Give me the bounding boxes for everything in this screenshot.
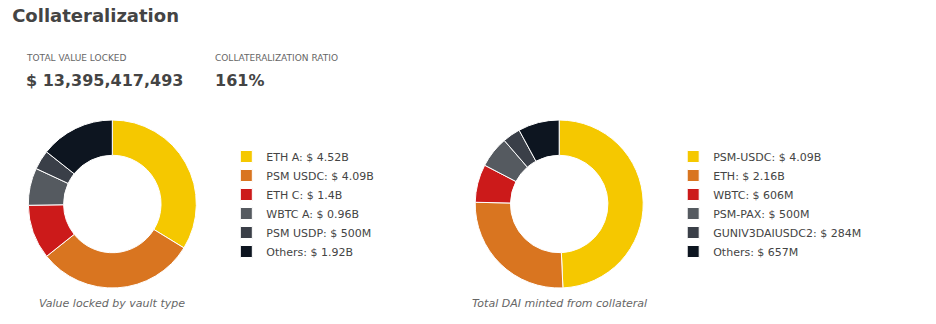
svg-text:WBTC A: $ 0.96B: WBTC A: $ 0.96B	[266, 208, 359, 221]
svg-text:Value locked by vault type: Value locked by vault type	[39, 297, 185, 310]
svg-text:Others: $ 657M: Others: $ 657M	[713, 246, 798, 259]
svg-text:PSM-PAX: $ 500M: PSM-PAX: $ 500M	[713, 208, 809, 221]
svg-text:ETH C: $ 1.4B: ETH C: $ 1.4B	[266, 189, 342, 202]
svg-text:ETH: $ 2.16B: ETH: $ 2.16B	[713, 170, 785, 183]
svg-text:$ 13,395,417,493: $ 13,395,417,493	[26, 71, 183, 90]
svg-text:PSM USDP: $ 500M: PSM USDP: $ 500M	[266, 227, 371, 240]
svg-text:PSM-USDC: $ 4.09B: PSM-USDC: $ 4.09B	[713, 151, 821, 164]
svg-text:Others: $ 1.92B: Others: $ 1.92B	[266, 246, 353, 259]
svg-text:Collateralization: Collateralization	[12, 5, 179, 26]
svg-text:Total DAI minted from collater: Total DAI minted from collateral	[472, 297, 647, 310]
svg-text:ETH A: $ 4.52B: ETH A: $ 4.52B	[266, 151, 349, 164]
svg-text:GUNIV3DAIUSDC2: $ 284M: GUNIV3DAIUSDC2: $ 284M	[713, 227, 861, 240]
svg-text:PSM USDC: $ 4.09B: PSM USDC: $ 4.09B	[266, 170, 374, 183]
svg-text:COLLATERALIZATION RATIO: COLLATERALIZATION RATIO	[215, 53, 338, 63]
svg-text:161%: 161%	[215, 71, 264, 90]
svg-text:WBTC: $ 606M: WBTC: $ 606M	[713, 189, 793, 202]
svg-text:TOTAL VALUE LOCKED: TOTAL VALUE LOCKED	[26, 53, 127, 63]
